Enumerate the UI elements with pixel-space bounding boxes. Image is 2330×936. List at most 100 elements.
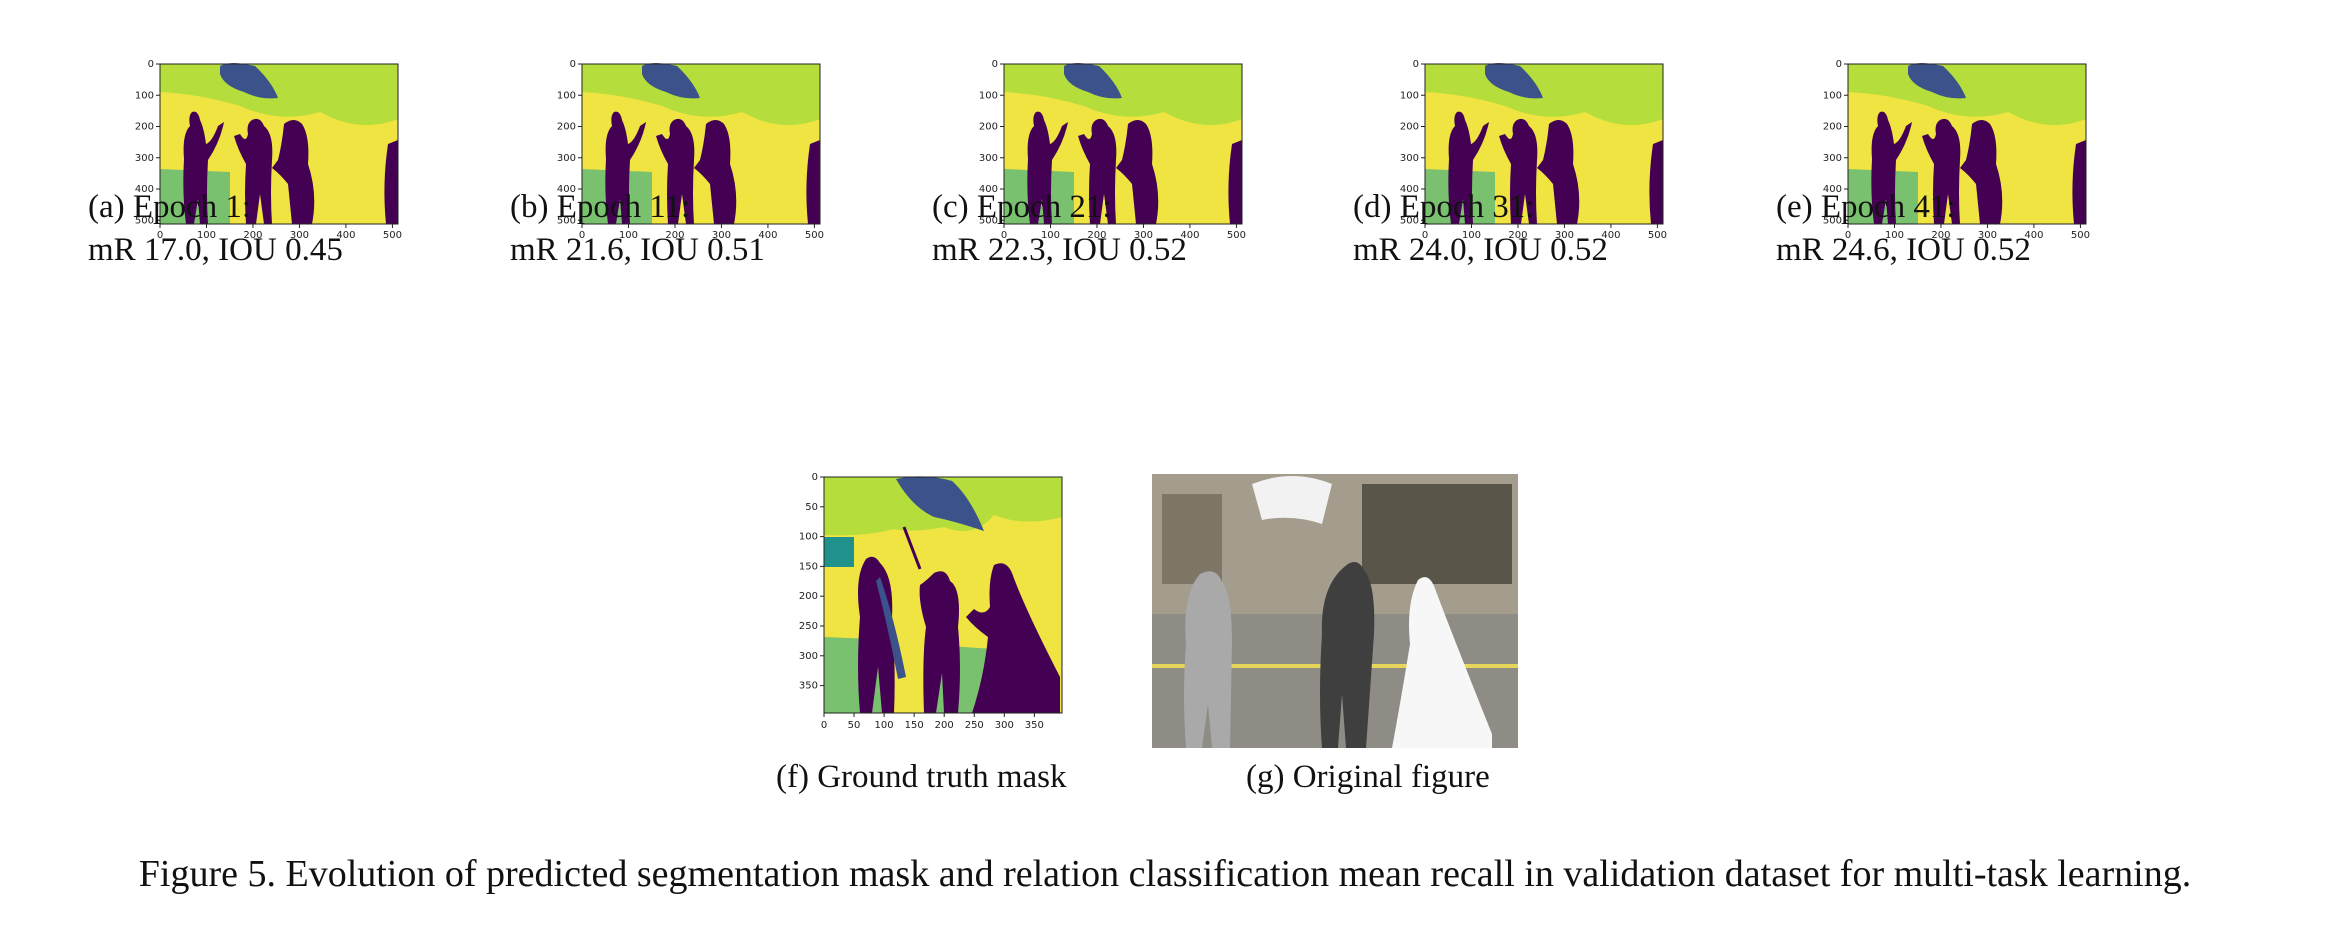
mask-region-person — [272, 120, 315, 224]
photo-person-woman — [1184, 571, 1232, 748]
epoch-mask-panel: 0 100 200 300 400 500 0 100 200 300 400 500 (c) Epo… — [932, 59, 1246, 268]
y-axis-tick-label: 100 — [1823, 90, 1842, 101]
plot-frame — [1424, 63, 1664, 225]
panel-metrics: mR 17.0, IOU 0.45 — [88, 232, 343, 268]
x-axis-tick-label: 500 — [805, 230, 824, 241]
y-axis-tick-label: 0 — [148, 59, 154, 70]
panel-metrics: mR 22.3, IOU 0.52 — [932, 232, 1187, 268]
epoch-mask-panel: 0 100 200 300 400 500 0 100 200 300 400 500 (d) Epo… — [1353, 59, 1667, 268]
mask-region-person — [1448, 111, 1489, 224]
mask-region-umbrella — [1485, 63, 1543, 99]
x-axis-tick-label: 300 — [1134, 230, 1153, 241]
photo-person-bride — [1392, 577, 1492, 748]
plot-frame — [823, 476, 1063, 714]
x-axis-tick-label: 200 — [1508, 230, 1527, 241]
photo-person-man — [1320, 562, 1375, 748]
y-axis-tick-label: 200 — [1823, 122, 1842, 133]
mask-region-person — [1649, 140, 1663, 224]
x-axis-tick-label: 500 — [2071, 230, 2090, 241]
mask-region-lime — [160, 64, 398, 126]
x-axis-tick-label: 100 — [875, 720, 894, 731]
y-axis-tick-label: 400 — [1400, 184, 1419, 195]
y-axis-tick-label: 400 — [979, 184, 998, 195]
y-axis-tick-label: 300 — [1823, 153, 1842, 164]
mask-region-person — [1116, 120, 1159, 224]
mask-region-bag — [876, 577, 906, 679]
x-axis-tick-label: 250 — [965, 720, 984, 731]
y-axis-tick-label: 200 — [1400, 122, 1419, 133]
y-axis-tick-label: 0 — [1836, 59, 1842, 70]
mask-region-lime — [1848, 64, 2086, 126]
y-axis-tick-label: 500 — [1400, 215, 1419, 226]
mask-region-person — [1078, 118, 1117, 224]
mask-region-person — [1871, 111, 1912, 224]
x-axis-tick-label: 300 — [290, 230, 309, 241]
y-axis-tick-label: 0 — [1413, 59, 1419, 70]
y-axis-tick-label: 500 — [1823, 215, 1842, 226]
mask-region-person — [966, 563, 1060, 713]
plot-frame — [1003, 63, 1243, 225]
x-axis-tick-label: 100 — [1041, 230, 1060, 241]
mask-region-person — [694, 120, 737, 224]
photo-umbrella — [1252, 476, 1332, 524]
y-axis-tick-label: 200 — [979, 122, 998, 133]
mask-region-umbrella — [896, 476, 984, 531]
y-axis-tick-label: 300 — [1400, 153, 1419, 164]
x-axis-tick-label: 350 — [1025, 720, 1044, 731]
panel-metrics: mR 24.0, IOU 0.52 — [1353, 232, 1608, 268]
y-axis-tick-label: 350 — [799, 681, 818, 692]
epoch-mask-panel: 0 100 200 300 400 500 0 100 200 300 400 500 (e) Epo… — [1776, 59, 2090, 268]
x-axis-tick-label: 300 — [1978, 230, 1997, 241]
plot-frame — [159, 63, 399, 225]
y-axis-tick-label: 100 — [799, 532, 818, 543]
y-axis-tick-label: 400 — [1823, 184, 1842, 195]
mask-region-person — [234, 118, 273, 224]
y-axis-tick-label: 300 — [557, 153, 576, 164]
mask-region-person — [605, 111, 646, 224]
plot-frame — [1847, 63, 2087, 225]
mask-region-umbrella — [1908, 63, 1966, 99]
mask-region-umbrella-pole — [902, 526, 922, 570]
x-axis-tick-label: 50 — [848, 720, 861, 731]
y-axis-tick-label: 300 — [135, 153, 154, 164]
figure-caption: Figure 5. Evolution of predicted segment… — [138, 853, 2192, 895]
original-label: (g) Original figure — [1246, 759, 1490, 795]
mask-region-lime — [1425, 64, 1663, 126]
panel-label: (a) Epoch 1: — [88, 189, 252, 225]
mask-region-person — [1499, 118, 1538, 224]
x-axis-tick-label: 400 — [758, 230, 777, 241]
ground-truth-label: (f) Ground truth mask — [776, 759, 1067, 795]
mask-region-person — [384, 140, 398, 224]
x-axis-tick-label: 100 — [1885, 230, 1904, 241]
panel-label: (b) Epoch 11: — [510, 189, 691, 225]
y-axis-tick-label: 300 — [979, 153, 998, 164]
mask-region-person — [1537, 120, 1580, 224]
mask-region-person — [2072, 140, 2086, 224]
x-axis-tick-label: 400 — [1601, 230, 1620, 241]
y-axis-tick-label: 100 — [557, 90, 576, 101]
ground-truth-mask-plot: 0 50 100 150 200 250 300 350 0 50 100 150 200 250 300 3… — [799, 472, 1063, 731]
y-axis-tick-label: 200 — [557, 122, 576, 133]
x-axis-tick-label: 500 — [1227, 230, 1246, 241]
y-axis-tick-label: 400 — [557, 184, 576, 195]
y-axis-tick-label: 0 — [992, 59, 998, 70]
x-axis-tick-label: 200 — [1087, 230, 1106, 241]
x-axis-tick-label: 0 — [1001, 230, 1007, 241]
mask-region-person — [806, 140, 820, 224]
mask-region-person — [1922, 118, 1961, 224]
epoch-mask-panel: 0 100 200 300 400 500 0 100 200 300 400 500 (a) Epo… — [88, 59, 402, 268]
mask-region-umbrella — [642, 63, 700, 99]
x-axis-tick-label: 200 — [665, 230, 684, 241]
x-axis-tick-label: 100 — [1462, 230, 1481, 241]
x-axis-tick-label: 300 — [1555, 230, 1574, 241]
x-axis-tick-label: 100 — [619, 230, 638, 241]
panel-label: (e) Epoch 41: — [1776, 189, 1956, 225]
panel-label: (d) Epoch 31: — [1353, 189, 1535, 225]
x-axis-tick-label: 0 — [579, 230, 585, 241]
plot-frame — [581, 63, 821, 225]
mask-region-umbrella — [1064, 63, 1122, 99]
mask-region-lime — [582, 64, 820, 126]
